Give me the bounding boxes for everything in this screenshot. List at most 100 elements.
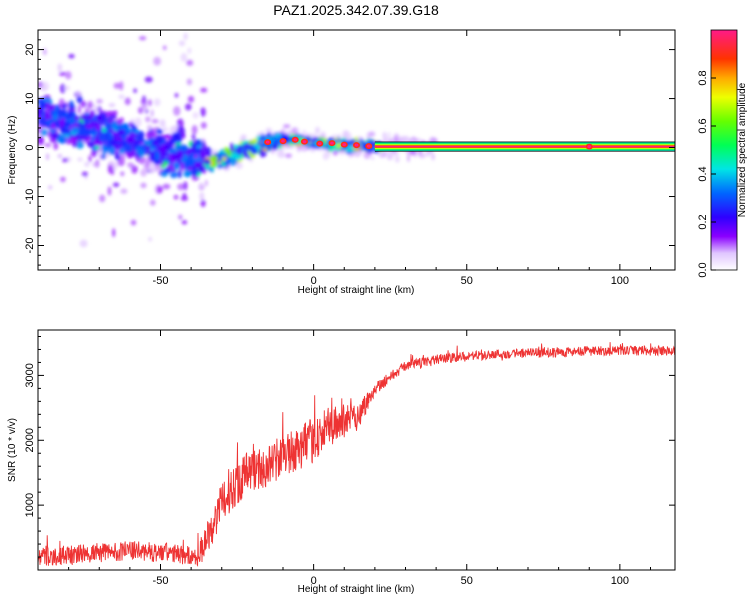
spectral-scatter-blob [187,95,195,103]
spectral-scatter-blob [148,164,157,174]
spectral-scatter-blob [38,136,43,145]
spectral-ridge-blob [115,140,122,145]
snr-y-tick-label: 3000 [24,363,36,387]
spectral-scatter-blob [108,103,116,108]
spectral-ridge-blob [247,140,256,145]
spectral-ridge-blob [154,135,164,144]
snr-y-tick-label: 2000 [24,428,36,452]
spectral-scatter-blob [191,133,196,142]
spectral-scatter-blob [174,93,179,98]
spectral-ridge-blob [243,150,248,158]
spectral-scatter-blob [159,119,166,128]
spectral-scatter-blob [107,164,112,174]
spectrogram-frame [37,29,676,271]
spectral-scatter-blob [153,98,161,107]
spectral-scatter-blob [124,97,131,106]
spectral-ridge-blob [44,102,51,109]
spectrogram-x-tick-label: 100 [611,275,629,287]
spectral-scatter-blob [120,171,125,177]
spectral-ridge-blob [181,133,186,138]
spectral-ridge-blob [96,114,103,121]
spectral-scatter-blob [64,85,70,91]
spectral-scatter-blob [94,105,99,114]
spectral-ridge-blob [183,159,189,170]
spectral-scatter-blob [200,199,206,208]
snr-y-axis-label: SNR (10 * v/v) [7,418,18,482]
spectral-scatter-blob [77,104,82,115]
spectral-ridge-blob [108,139,116,145]
spectral-ridge-blob [183,170,193,178]
spectral-scatter-blob [185,103,192,111]
spectral-ridge-blob [193,153,198,159]
spectral-scatter-blob [178,214,183,220]
spectral-scatter-blob [431,153,435,161]
spectral-scatter-blob [140,168,148,177]
spectral-ridge-blob [68,111,74,118]
spectral-ridge-blob [163,133,173,139]
spectral-ridge-blob [154,160,159,165]
spectrogram-x-tick-label: 50 [461,275,473,287]
spectral-ridge-blob [76,140,84,149]
colorbar-frame [710,29,738,271]
snr-panel: -50 0 50 100 1000 2000 3000 Height of straight… [7,329,676,595]
spectral-ridge-blob [57,134,66,143]
ridge-peak-core [330,141,334,145]
spectral-ridge-blob [94,145,100,150]
spectral-scatter-blob [137,106,144,114]
spectral-ridge-blob [146,130,155,140]
spectral-ridge-blob [83,118,89,123]
spectral-scatter-blob [310,133,318,139]
spectral-ridge-blob [52,133,60,140]
spectral-ridge-blob [137,138,146,143]
colorbar: 0.0 0.2 0.4 0.6 0.8 Normalized spectral ampl… [697,29,748,278]
snr-frame [37,329,676,571]
spectral-ridge-blob [40,117,46,127]
spectrogram-y-tick-label: 0 [24,144,36,150]
colorbar-tick-label: 0.2 [697,214,709,229]
spectrogram-marks [38,32,675,248]
spectral-scatter-blob [79,239,88,248]
spectral-scatter-blob [276,148,281,157]
spectral-scatter-blob [283,124,291,129]
spectral-ridge-blob [117,129,126,136]
spectral-ridge-blob [133,129,140,135]
spectral-ridge-blob [126,136,135,145]
spectral-scatter-blob [200,107,206,117]
snr-series-line [38,342,675,567]
spectral-ridge-blob [50,122,56,130]
spectral-scatter-blob [41,81,50,92]
spectral-ridge-blob [194,139,202,146]
spectral-scatter-blob [68,53,75,59]
spectral-scatter-blob [153,56,162,66]
spectral-scatter-blob [107,186,112,196]
spectral-ridge-blob [163,167,172,174]
spectrogram-panel: -50 0 50 100 -20 -10 0 10 20 Height of straight … [7,29,676,296]
spectral-scatter-blob [138,36,147,41]
snr-ticks: -50 0 50 100 1000 2000 3000 [24,330,675,587]
spectral-scatter-blob [143,162,150,170]
spectral-ridge-blob [120,123,130,130]
snr-x-tick-label: 50 [461,575,473,587]
spectral-scatter-blob [386,152,394,157]
spectral-ridge-blob [306,143,313,149]
figure-title: PAZ1.2025.342.07.39.G18 [273,2,439,18]
spectral-ridge-blob [222,156,227,161]
spectral-ridge-blob [191,142,196,151]
spectrogram-ticks: -50 0 50 100 -20 -10 0 10 20 [24,29,675,287]
spectrogram-x-tick-label: 0 [311,275,317,287]
spectral-scatter-blob [151,119,159,124]
spectral-ridge-blob [229,142,235,152]
spectral-ridge-blob [190,168,199,176]
spectral-scatter-blob [62,158,69,163]
spectral-scatter-blob [399,136,408,141]
spectral-scatter-blob [181,220,188,225]
spectral-scatter-blob [210,149,219,154]
spectral-scatter-blob [112,162,118,171]
spectral-ridge-blob [199,150,207,160]
spectral-ridge-blob [121,141,126,147]
spectral-scatter-blob [243,134,247,141]
colorbar-gradient [711,30,737,270]
spectral-scatter-blob [368,131,376,137]
spectral-ridge-blob [148,151,155,156]
ridge-peak-core [265,140,270,144]
